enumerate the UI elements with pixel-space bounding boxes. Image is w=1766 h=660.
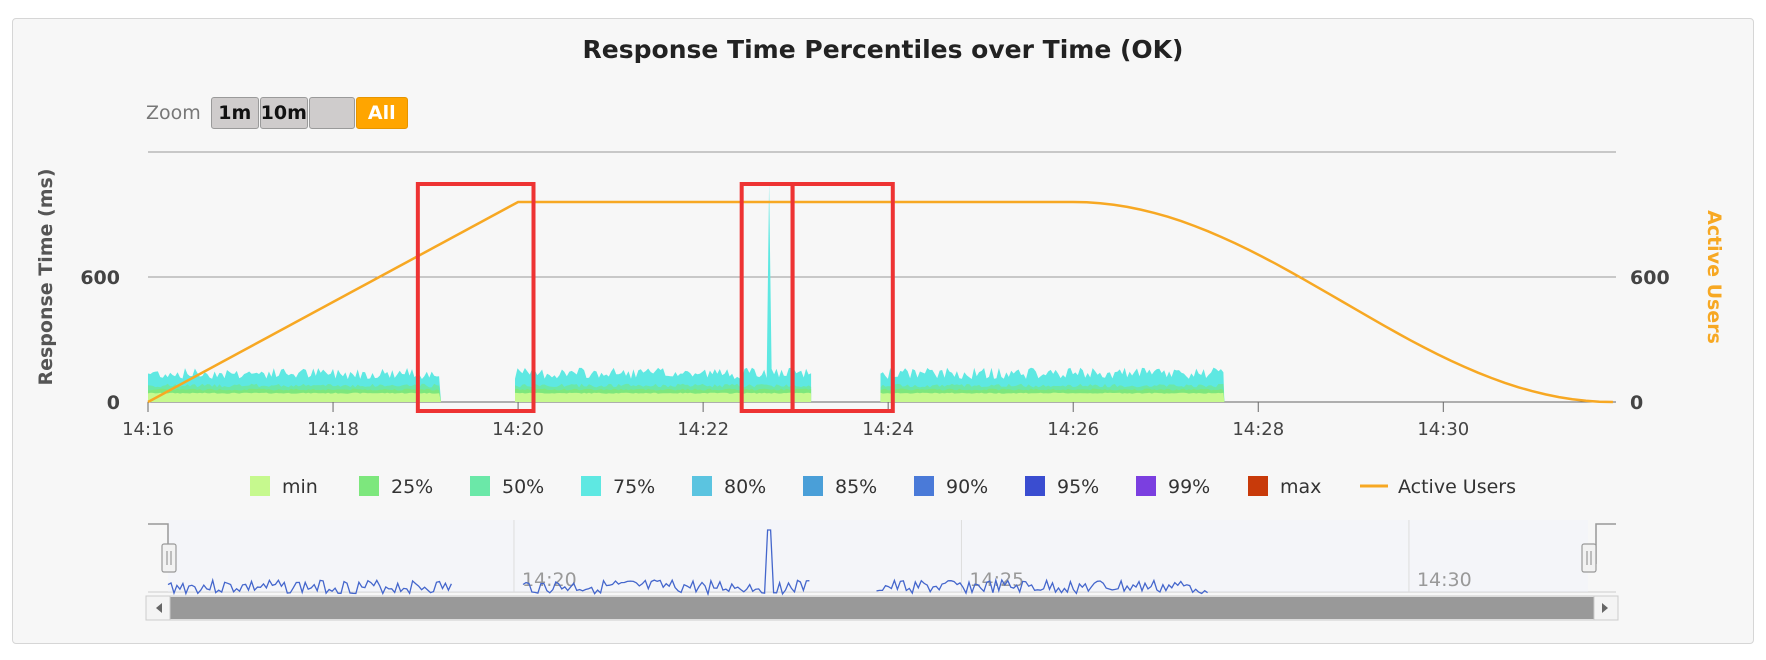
legend-label-25pct: 25% — [391, 476, 433, 498]
zoom-label: Zoom — [146, 102, 201, 124]
navigator-selection — [168, 520, 1588, 592]
y-axis-title-left: Response Time (ms) — [35, 168, 57, 385]
navigator-tick-label: 14:25 — [969, 569, 1024, 591]
highlight-box-1 — [415, 182, 536, 413]
y-tick-right: 0 — [1630, 392, 1643, 414]
navigator-left-handle[interactable] — [161, 543, 177, 573]
scrollbar-thumb[interactable] — [170, 597, 1594, 619]
x-tick-label: 14:28 — [1232, 419, 1284, 440]
legend-swatch-80pct — [692, 476, 712, 496]
legend-label-50pct: 50% — [502, 476, 544, 498]
highlight-box-3 — [790, 182, 895, 413]
legend-label-active-users: Active Users — [1398, 476, 1516, 498]
legend-label-75pct: 75% — [613, 476, 655, 498]
zoom-controls: Zoom 1m 10m All — [146, 96, 409, 130]
legend-swatch-85pct — [803, 476, 823, 496]
scroll-left-arrow-icon — [156, 603, 162, 613]
navigator-tick-label: 14:30 — [1417, 569, 1472, 591]
zoom-1m-button[interactable]: 1m — [210, 97, 259, 129]
legend-swatch-25pct — [359, 476, 379, 496]
legend-swatch-75pct — [581, 476, 601, 496]
navigator-series-segment-1 — [167, 577, 452, 596]
x-tick-label: 14:22 — [677, 419, 729, 440]
navigator-series-segment-3 — [876, 577, 1208, 595]
legend-label-99pct: 99% — [1168, 476, 1210, 498]
y-axis-title-right: Active Users — [1703, 210, 1725, 344]
zoom-10m-button[interactable]: 10m — [259, 97, 308, 129]
legend-label-90pct: 90% — [946, 476, 988, 498]
legend-swatch-min — [250, 476, 270, 496]
legend-label-min: min — [282, 476, 318, 498]
y-tick-left: 0 — [107, 392, 120, 414]
navigator-tick-label: 14:20 — [522, 569, 577, 591]
x-tick-label: 14:30 — [1417, 419, 1469, 440]
legend-swatch-50pct — [470, 476, 490, 496]
x-tick-label: 14:20 — [492, 419, 544, 440]
legend-swatch-90pct — [914, 476, 934, 496]
zoom-blank-button[interactable] — [308, 97, 355, 129]
legend-label-max: max — [1280, 476, 1321, 498]
legend-label-95pct: 95% — [1057, 476, 1099, 498]
y-tick-right: 600 — [1630, 267, 1670, 289]
x-tick-label: 14:26 — [1047, 419, 1099, 440]
x-tick-label: 14:18 — [307, 419, 359, 440]
legend-swatch-max — [1248, 476, 1268, 496]
series-area-75pct-segment-2 — [515, 183, 812, 402]
legend-label-85pct: 85% — [835, 476, 877, 498]
legend-swatch-95pct — [1025, 476, 1045, 496]
legend-swatch-99pct — [1136, 476, 1156, 496]
scroll-right-arrow-icon — [1602, 603, 1608, 613]
navigator-right-handle[interactable] — [1581, 543, 1597, 573]
zoom-all-button[interactable]: All — [355, 97, 408, 129]
series-area-min-segment-1 — [148, 392, 441, 402]
navigator-series-segment-2 — [522, 529, 810, 597]
active-users-line — [147, 200, 1613, 404]
x-tick-label: 14:24 — [862, 419, 914, 440]
legend-label-80pct: 80% — [724, 476, 766, 498]
y-tick-left: 600 — [80, 267, 120, 289]
chart-title: Response Time Percentiles over Time (OK) — [583, 35, 1184, 64]
series-area-min-segment-3 — [880, 392, 1225, 402]
series-area-min-segment-2 — [515, 392, 812, 402]
x-tick-label: 14:16 — [122, 419, 174, 440]
